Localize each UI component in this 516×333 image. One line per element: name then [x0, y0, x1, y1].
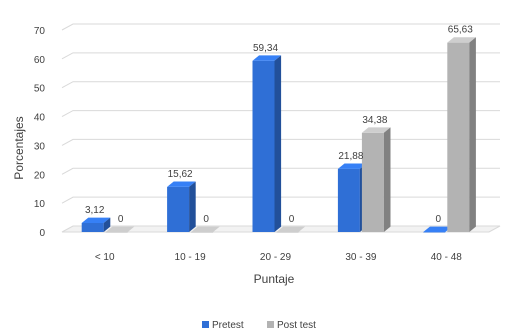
data-label: 21,88	[338, 151, 363, 162]
x-tick-label: 20 - 29	[260, 252, 292, 263]
legend-swatch-post-test	[267, 321, 274, 328]
data-labels: 3,12 0 15,62 0 59,34 0 21,88 34,38 0 65,63	[85, 25, 473, 225]
bar-front-face	[252, 60, 275, 232]
x-tick-label: 40 - 48	[431, 252, 463, 263]
gridline	[61, 23, 500, 31]
data-label: 15,62	[168, 169, 193, 180]
bar	[191, 226, 220, 233]
y-tick-label: 30	[34, 141, 46, 152]
y-tick-label: 40	[34, 113, 46, 124]
y-tick-label: 10	[34, 199, 46, 210]
bar	[105, 226, 135, 233]
legend-label-post-test: Post test	[277, 320, 316, 331]
data-label: 0	[436, 214, 442, 225]
gridlines	[61, 23, 500, 204]
bar-front-face	[276, 232, 299, 233]
data-label: 0	[203, 214, 209, 225]
bar	[423, 226, 452, 233]
bar-front-face	[361, 132, 384, 232]
bar	[361, 127, 391, 232]
y-tick-label: 60	[34, 55, 46, 66]
data-label: 0	[289, 214, 295, 225]
data-label: 34,38	[362, 115, 387, 126]
bar-side-face	[103, 217, 111, 232]
bar-top-face	[276, 226, 306, 232]
bar-side-face	[469, 37, 476, 232]
bar-side-face	[189, 181, 196, 232]
bar-top-face	[167, 181, 196, 187]
bar	[276, 226, 306, 233]
gridline	[61, 81, 500, 89]
bar-front-face	[447, 42, 470, 233]
data-label: 0	[118, 214, 124, 225]
legend-swatch-pretest	[202, 321, 209, 328]
x-axis-title: Puntaje	[254, 272, 295, 286]
x-tick-label: 30 - 39	[345, 252, 377, 263]
data-label: 3,12	[85, 205, 105, 216]
bar-front-face	[423, 232, 446, 233]
bar-top-face	[252, 55, 282, 61]
bar-top-face	[105, 226, 135, 232]
bar	[167, 181, 196, 232]
y-axis-ticks: 0 10 20 30 40 50 60 70	[34, 26, 46, 239]
bar-front-face	[167, 186, 190, 232]
data-label: 65,63	[448, 25, 473, 36]
bars	[81, 37, 476, 233]
y-tick-label: 20	[34, 170, 46, 181]
legend-label-pretest: Pretest	[212, 320, 244, 331]
gridline	[61, 138, 500, 146]
y-tick-label: 0	[39, 228, 45, 239]
bar-top-face	[191, 226, 220, 232]
y-axis-title: Porcentajes	[12, 116, 26, 179]
gridline	[61, 110, 500, 118]
x-tick-label: < 10	[95, 252, 115, 263]
bar-top-face	[423, 226, 452, 232]
bar-front-face	[105, 232, 128, 233]
bar-side-face	[383, 127, 391, 232]
bar-top-face	[337, 163, 367, 169]
gridline	[61, 52, 500, 60]
x-tick-label: 10 - 19	[175, 252, 207, 263]
legend: Pretest Post test	[202, 320, 316, 331]
bar-front-face	[191, 232, 214, 233]
bar	[81, 217, 111, 232]
y-tick-label: 70	[34, 26, 46, 37]
bar-top-face	[81, 217, 111, 223]
bar-front-face	[337, 168, 360, 232]
x-axis-ticks: < 10 10 - 19 20 - 29 30 - 39 40 - 48	[95, 252, 462, 263]
bar	[252, 55, 282, 233]
bar-side-face	[274, 55, 282, 233]
bar-top-face	[447, 37, 476, 43]
bar-front-face	[81, 222, 104, 232]
bar-top-face	[361, 127, 391, 133]
data-label: 59,34	[253, 43, 278, 54]
y-tick-label: 50	[34, 84, 46, 95]
bar	[447, 37, 476, 233]
